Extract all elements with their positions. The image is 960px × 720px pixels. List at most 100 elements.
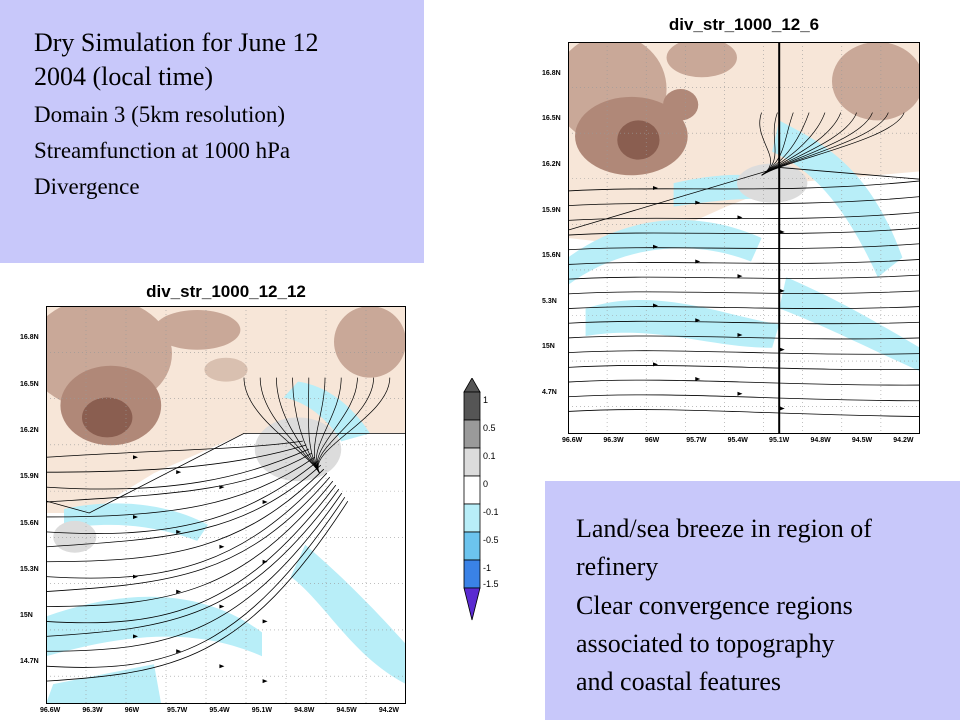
- streamline-arrow: [176, 529, 182, 534]
- info-line-divergence: Divergence: [34, 174, 140, 199]
- streamline: [46, 496, 346, 668]
- lon-tick-label: 96.3W: [82, 707, 103, 714]
- streamline-arrow: [737, 215, 743, 220]
- streamline-arrow: [779, 230, 785, 235]
- colorbar-tick-label: 1: [483, 395, 489, 405]
- streamline-arrow: [133, 634, 138, 639]
- streamline-arrow: [653, 362, 658, 367]
- streamline-arrow: [779, 406, 785, 411]
- streamline-arrow: [695, 259, 701, 264]
- streamline: [46, 456, 316, 518]
- streamline-arrow: [653, 303, 658, 308]
- terrain-patch: [204, 357, 248, 382]
- streamline: [761, 112, 905, 176]
- lon-tick-label: 95.1W: [251, 707, 272, 714]
- lon-tick-label: 95.4W: [209, 707, 230, 714]
- note-line-2: refinery: [576, 552, 659, 581]
- streamline-arrow: [779, 347, 785, 352]
- streamline: [292, 377, 320, 474]
- colorbar-tick-label: -1.5: [483, 579, 499, 589]
- streamline: [46, 460, 319, 534]
- lon-tick-label: 95.7W: [686, 437, 707, 444]
- colorbar-segment: [463, 419, 481, 449]
- lat-tick-label: 16.2N: [542, 161, 561, 169]
- lon-tick-label: 96W: [124, 707, 140, 714]
- streamline: [568, 350, 920, 355]
- streamline-arrow: [737, 391, 743, 396]
- cross-section-line: [46, 432, 406, 514]
- notes-box: Land/sea breeze in region of refinery Cl…: [545, 481, 960, 720]
- info-box: Dry Simulation for June 12 2004 (local t…: [0, 0, 424, 263]
- convergence-area: [772, 120, 903, 278]
- lon-tick-label: 94.2W: [378, 707, 400, 714]
- colorbar-tick-label: -0.1: [483, 507, 499, 517]
- convergence-area: [46, 596, 262, 657]
- title-line-2: 2004 (local time): [34, 62, 214, 91]
- streamline: [46, 480, 334, 607]
- streamline: [308, 377, 320, 474]
- colorbar-segment: [463, 531, 481, 561]
- streamline: [46, 464, 322, 548]
- terrain-patch: [154, 309, 241, 350]
- streamline: [568, 243, 920, 251]
- streamline: [568, 180, 920, 192]
- streamline-arrow: [737, 332, 743, 337]
- streamline: [243, 377, 320, 474]
- colorbar-tick-label: 0.1: [483, 451, 496, 461]
- streamline: [46, 476, 331, 592]
- lon-tick-label: 95.4W: [727, 437, 748, 444]
- info-line-domain: Domain 3 (5km resolution): [34, 102, 286, 127]
- lat-tick-label: 16.8N: [542, 69, 561, 77]
- terrain-patch: [82, 397, 133, 438]
- colorbar-cap-bottom: [463, 587, 481, 621]
- streamline: [316, 377, 358, 474]
- streamline: [568, 365, 920, 371]
- streamline: [46, 452, 312, 503]
- lat-tick-label: 4.7N: [542, 388, 557, 396]
- lat-tick-label: 15N: [542, 343, 555, 351]
- colorbar-segment: [463, 559, 481, 589]
- colorbar-tick-label: -1: [483, 563, 492, 573]
- right-map-title: div_str_1000_12_6: [668, 15, 820, 34]
- divergence-area: [736, 163, 808, 203]
- streamline: [568, 320, 920, 325]
- streamline-arrow: [262, 500, 268, 505]
- streamline-arrow: [219, 604, 225, 609]
- streamline-arrow: [219, 544, 225, 549]
- lon-tick-label: 96.6W: [40, 707, 61, 714]
- streamline: [276, 377, 320, 474]
- convergence-area: [568, 220, 762, 286]
- convergence-area: [779, 277, 920, 372]
- lat-tick-label: 15N: [20, 612, 33, 620]
- streamline: [315, 377, 342, 474]
- streamline: [46, 488, 340, 637]
- divergence-area: [254, 417, 342, 482]
- note-line-3: Clear convergence regions: [576, 591, 853, 620]
- left-map-plot: [46, 306, 406, 704]
- divergence-area: [53, 520, 97, 553]
- streamline-arrow: [133, 455, 138, 460]
- streamline: [568, 409, 920, 417]
- lat-tick-label: 16.2N: [20, 426, 39, 434]
- lat-tick-label: 15.3N: [20, 565, 39, 573]
- left-map-title: div_str_1000_12_12: [146, 282, 306, 301]
- streamline: [568, 306, 920, 309]
- terrain-patch: [617, 120, 660, 160]
- lon-tick-label: 94.8W: [294, 707, 315, 714]
- streamline-arrow: [133, 574, 138, 579]
- lat-tick-label: 15.9N: [20, 473, 39, 481]
- streamline-arrow: [133, 514, 138, 519]
- lon-tick-label: 95.7W: [167, 707, 188, 714]
- streamline: [568, 211, 920, 221]
- streamline-arrow: [176, 649, 182, 654]
- lon-tick-label: 96.3W: [603, 437, 624, 444]
- streamline-arrow: [262, 619, 268, 624]
- streamline-arrow: [737, 274, 743, 279]
- lat-tick-label: 14.7N: [20, 658, 39, 666]
- streamline: [568, 379, 920, 386]
- streamline-arrow: [695, 200, 701, 205]
- streamline: [568, 335, 920, 340]
- streamline-arrow: [653, 244, 658, 249]
- lon-tick-label: 96W: [644, 437, 660, 444]
- lat-tick-label: 15.6N: [542, 252, 561, 260]
